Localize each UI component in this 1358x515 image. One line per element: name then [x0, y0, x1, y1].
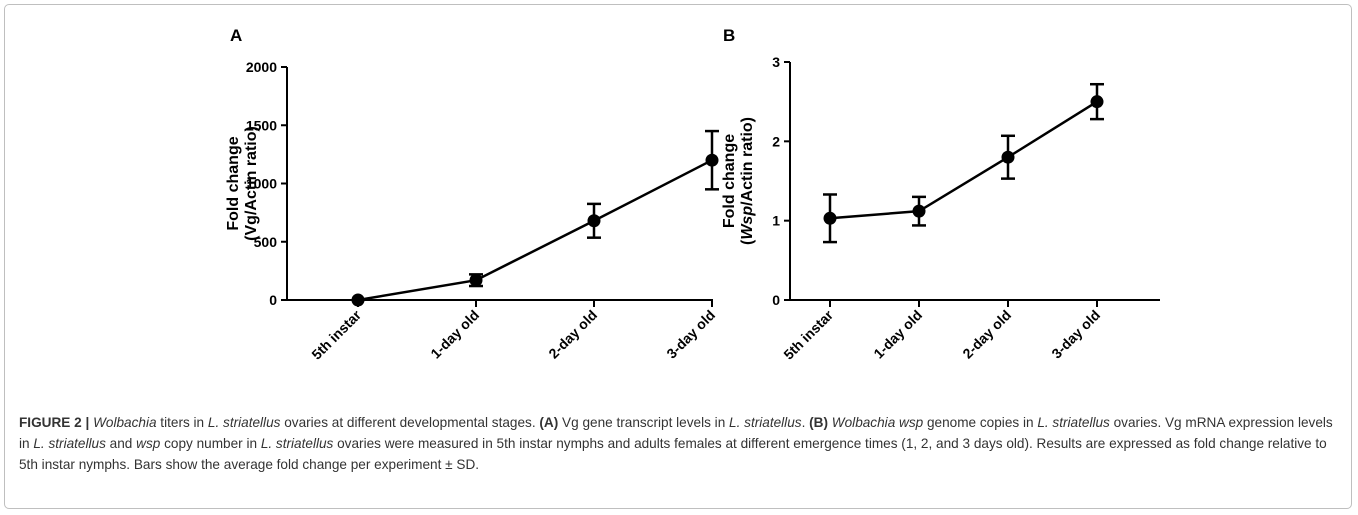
caption-text: and — [105, 436, 137, 451]
x-tick-label: 2-day old — [959, 307, 1014, 362]
panel-letter: A — [230, 26, 242, 45]
y-axis-label-suffix: /Actin ratio) — [739, 117, 756, 206]
data-point — [823, 211, 837, 225]
caption-panel-a-ref: (A) — [539, 415, 559, 430]
y-axis-label-italic: Wsp — [739, 206, 756, 240]
data-point — [587, 214, 601, 228]
x-tick-label: 2-day old — [545, 307, 600, 362]
caption-text: ovaries. Vg mRNA expression levels in — [19, 415, 1333, 451]
caption-text: L. striatellus — [33, 436, 106, 451]
y-axis-label-line2: (Vg/Actin ratio) — [243, 126, 260, 241]
series-line — [829, 100, 1098, 220]
y-tick-label: 1000 — [246, 176, 277, 192]
data-point — [1001, 150, 1015, 164]
caption-text: L. striatellus — [260, 436, 334, 451]
y-axis-label: Fold change(Vg/Actin ratio) — [225, 126, 260, 241]
caption-text: L. striatellus — [729, 415, 802, 430]
caption-text: copy number in — [160, 436, 261, 451]
y-tick-label: 2000 — [246, 59, 277, 75]
caption-text: L. striatellus — [207, 415, 281, 430]
x-tick-label: 1-day old — [870, 307, 925, 362]
y-axis-label-line2: ( — [739, 239, 756, 245]
y-axis-label: Fold change (Wsp/Actin ratio) — [721, 117, 756, 245]
x-tick-label: 3-day old — [1048, 307, 1103, 362]
series-line — [357, 159, 713, 302]
x-tick-label: 1-day old — [427, 307, 482, 362]
y-axis-label-line1: Fold change — [225, 136, 242, 230]
y-tick-label: 1500 — [246, 117, 277, 133]
y-tick-label: 0 — [772, 292, 780, 308]
figure-frame — [4, 4, 1352, 509]
data-point — [912, 204, 926, 218]
caption-text: Wolbachia wsp — [831, 415, 924, 430]
caption-text: ovaries at different developmental stage… — [280, 415, 540, 430]
x-tick-label: 5th instar — [308, 306, 364, 362]
data-point — [705, 153, 719, 167]
caption-text: genome copies in — [923, 415, 1038, 430]
y-tick-label: 500 — [254, 234, 278, 250]
figure-caption: FIGURE 2 | Wolbachia titers in L. striat… — [19, 412, 1344, 475]
caption-text: Wolbachia — [93, 415, 157, 430]
y-tick-label: 1 — [772, 213, 780, 229]
chart-panel-a: A 0 500 1000 1500 2000 Fold change(Vg/Actin ra… — [225, 26, 719, 363]
caption-text: wsp — [136, 436, 161, 451]
panel-letter: B — [723, 26, 735, 45]
caption-text: . — [801, 415, 810, 430]
caption-text: L. striatellus — [1037, 415, 1110, 430]
y-tick-label: 3 — [772, 54, 780, 70]
data-point — [469, 273, 483, 287]
caption-panel-b-ref: (B) — [809, 415, 828, 430]
x-tick-label: 5th instar — [780, 306, 836, 362]
y-tick-label: 2 — [772, 133, 780, 149]
data-point — [1090, 95, 1104, 109]
caption-figure-label: FIGURE 2 | — [19, 415, 90, 430]
caption-text: titers in — [156, 415, 208, 430]
data-point — [351, 293, 365, 307]
y-tick-label: 0 — [269, 292, 277, 308]
chart-panel-b: B 0 1 2 3 Fold change (Wsp/Actin ratio) 5th ins… — [721, 26, 1160, 363]
caption-text: Vg gene transcript levels in — [558, 415, 730, 430]
caption-text: ovaries were measured in 5th instar nymp… — [19, 436, 1327, 472]
x-tick-label: 3-day old — [663, 307, 718, 362]
y-axis-label-line1: Fold change — [721, 134, 738, 228]
